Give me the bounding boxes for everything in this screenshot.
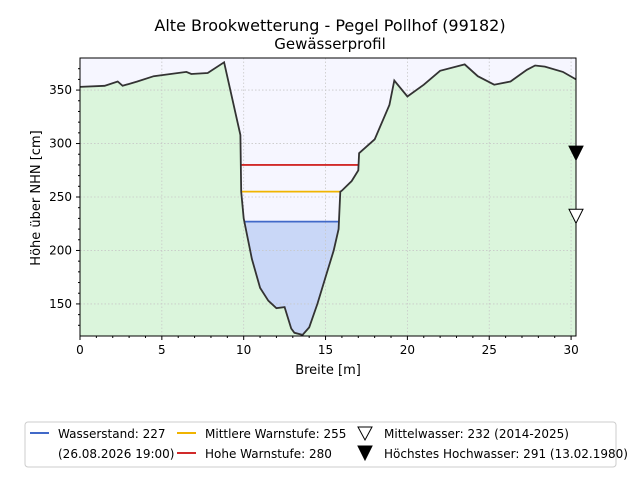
x-tick-label: 0	[76, 343, 84, 357]
x-tick-label: 20	[400, 343, 415, 357]
x-tick-label: 15	[318, 343, 333, 357]
legend-marker-mean-water-icon	[357, 426, 373, 442]
y-tick-label: 150	[49, 297, 72, 311]
chart-subtitle: Gewässerprofil	[274, 35, 386, 53]
plot-area: 0 5 10 15 20 25 30 150 200 250 300 350	[49, 57, 584, 357]
legend-frame	[24, 421, 617, 468]
highest-flood-marker-icon	[568, 145, 584, 162]
profile-line	[79, 60, 577, 336]
legend-label-mid-warning: Mittlere Warnstufe: 255	[205, 427, 346, 441]
y-axis-label: Höhe über NHN [cm]	[29, 130, 44, 265]
x-tick-label: 5	[158, 343, 166, 357]
legend-marker-highest-flood-icon	[357, 445, 373, 462]
legend: Wasserstand: 227 (26.08.2026 19:00) Mitt…	[24, 421, 628, 468]
ground-area	[80, 62, 576, 337]
y-tick-label: 350	[49, 83, 72, 97]
y-tick-label: 300	[49, 137, 72, 151]
x-tick-label: 30	[563, 343, 578, 357]
legend-label-water-level: Wasserstand: 227	[58, 427, 166, 441]
x-tick-label: 10	[236, 343, 251, 357]
chart-title: Alte Brookwetterung - Pegel Pollhof (991…	[154, 16, 505, 35]
x-axis-label: Breite [m]	[295, 363, 361, 378]
legend-label-water-level-date: (26.08.2026 19:00)	[58, 447, 174, 461]
y-tick-label: 250	[49, 190, 72, 204]
legend-label-mean-water: Mittelwasser: 232 (2014-2025)	[384, 427, 569, 441]
legend-label-highest-flood: Höchstes Hochwasser: 291 (13.02.1980)	[384, 447, 628, 461]
x-tick-label: 25	[482, 343, 497, 357]
mean-water-marker-icon	[568, 208, 584, 225]
legend-label-high-warning: Hohe Warnstufe: 280	[205, 447, 332, 461]
water-area	[244, 221, 339, 335]
y-tick-label: 200	[49, 243, 72, 257]
